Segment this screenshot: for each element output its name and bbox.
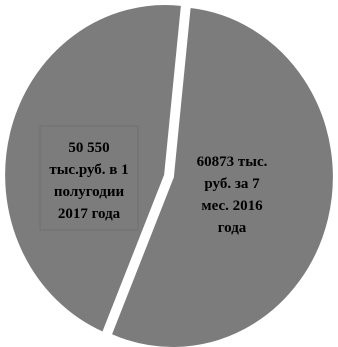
data-label-line: 2017 года [58,206,121,222]
pie-slice-1 [109,5,335,347]
data-label-box [39,125,139,231]
data-label-line: тыс.руб. в 1 [49,162,128,178]
pie-slice-2 [3,3,184,335]
data-label-line: полугодии [54,184,125,200]
data-label-1: 60873 тыс. руб. за 7 мес. 2016 года [197,154,268,236]
data-label-line: 60873 тыс. [197,154,268,170]
data-label-2: 50 550 тыс.руб. в 1 полугодии 2017 года [39,125,139,231]
pie-data-labels: 60873 тыс. руб. за 7 мес. 2016 года 50 550 ты… [39,125,268,236]
pie-slices [3,3,335,347]
data-label-line: руб. за 7 [204,176,260,192]
data-label-line: 50 550 [68,140,109,156]
data-label-line: года [218,220,247,236]
data-label-line: мес. 2016 [201,198,263,214]
